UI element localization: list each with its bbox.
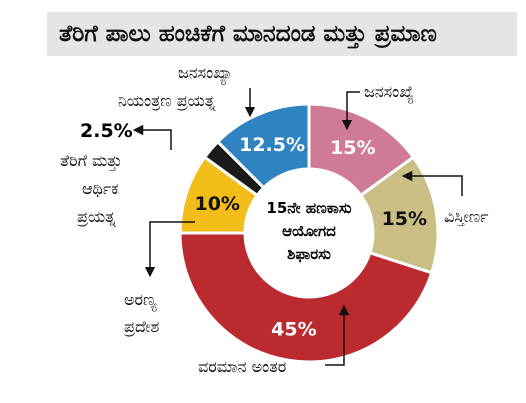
title-bar: ತೆರಿಗೆ ಪಾಲು ಹಂಚಿಕೆಗೆ ಮಾನದಂಡ ಮತ್ತು ಪ್ರಮಾಣ [47, 12, 517, 56]
slice-pop-control [215, 102, 311, 190]
value-label-income-gap: 45% [271, 318, 316, 340]
value-label-forest: 10% [194, 193, 239, 215]
leader-line-tax [132, 124, 172, 150]
value-label-tax-outside: 2.5% [80, 120, 133, 142]
value-label-population: 15% [330, 137, 375, 159]
category-label-tax-line-1: ತೆರಿಗೆ ಮತ್ತು [60, 151, 122, 171]
center-label-line-2: ಆಯೋಗದ [282, 222, 336, 240]
center-label-line-3: ಶಿಫಾರಸು [287, 245, 331, 263]
category-label-tax-line-3: ಪ್ರಯತ್ನ [76, 207, 116, 227]
leader-line-area [401, 170, 463, 196]
category-label-tax-line-2: ಆರ್ಥಿಕ [82, 179, 118, 198]
category-label-forest-line-1: ಅರಣ್ಯ [124, 290, 157, 311]
category-label-forest-line-2: ಪ್ರದೇಶ [123, 317, 159, 337]
leader-line-income [325, 304, 350, 366]
category-label-income-gap: ವರಮಾನ ಅಂತರ [198, 357, 286, 376]
value-label-pop-control: 12.5% [239, 134, 305, 156]
slice-income-gap [178, 231, 434, 364]
category-label-pop-control-line-1: ಜನಸಂಖ್ಯಾ [178, 63, 233, 85]
leader-line-population [341, 91, 360, 131]
slices [178, 102, 440, 364]
value-labels: 15% 15% 45% 10% 12.5% [194, 134, 427, 340]
category-label-pop-control-line-2: ನಿಯಂತ್ರಣ ಪ್ರಯತ್ನ [118, 91, 217, 111]
category-label-population: ಜನಸಂಖ್ಯೆ [364, 82, 414, 103]
chart-title: ತೆರಿಗೆ ಪಾಲು ಹಂಚಿಕೆಗೆ ಮಾನದಂಡ ಮತ್ತು ಪ್ರಮಾಣ [59, 21, 437, 47]
category-label-area: ವಿಸ್ತೀರ್ಣ [444, 207, 488, 226]
value-label-area: 15% [382, 208, 427, 230]
center-label-line-1: 15ನೇ ಹಣಕಾಸು [266, 199, 351, 217]
leader-line-forest [144, 221, 195, 278]
